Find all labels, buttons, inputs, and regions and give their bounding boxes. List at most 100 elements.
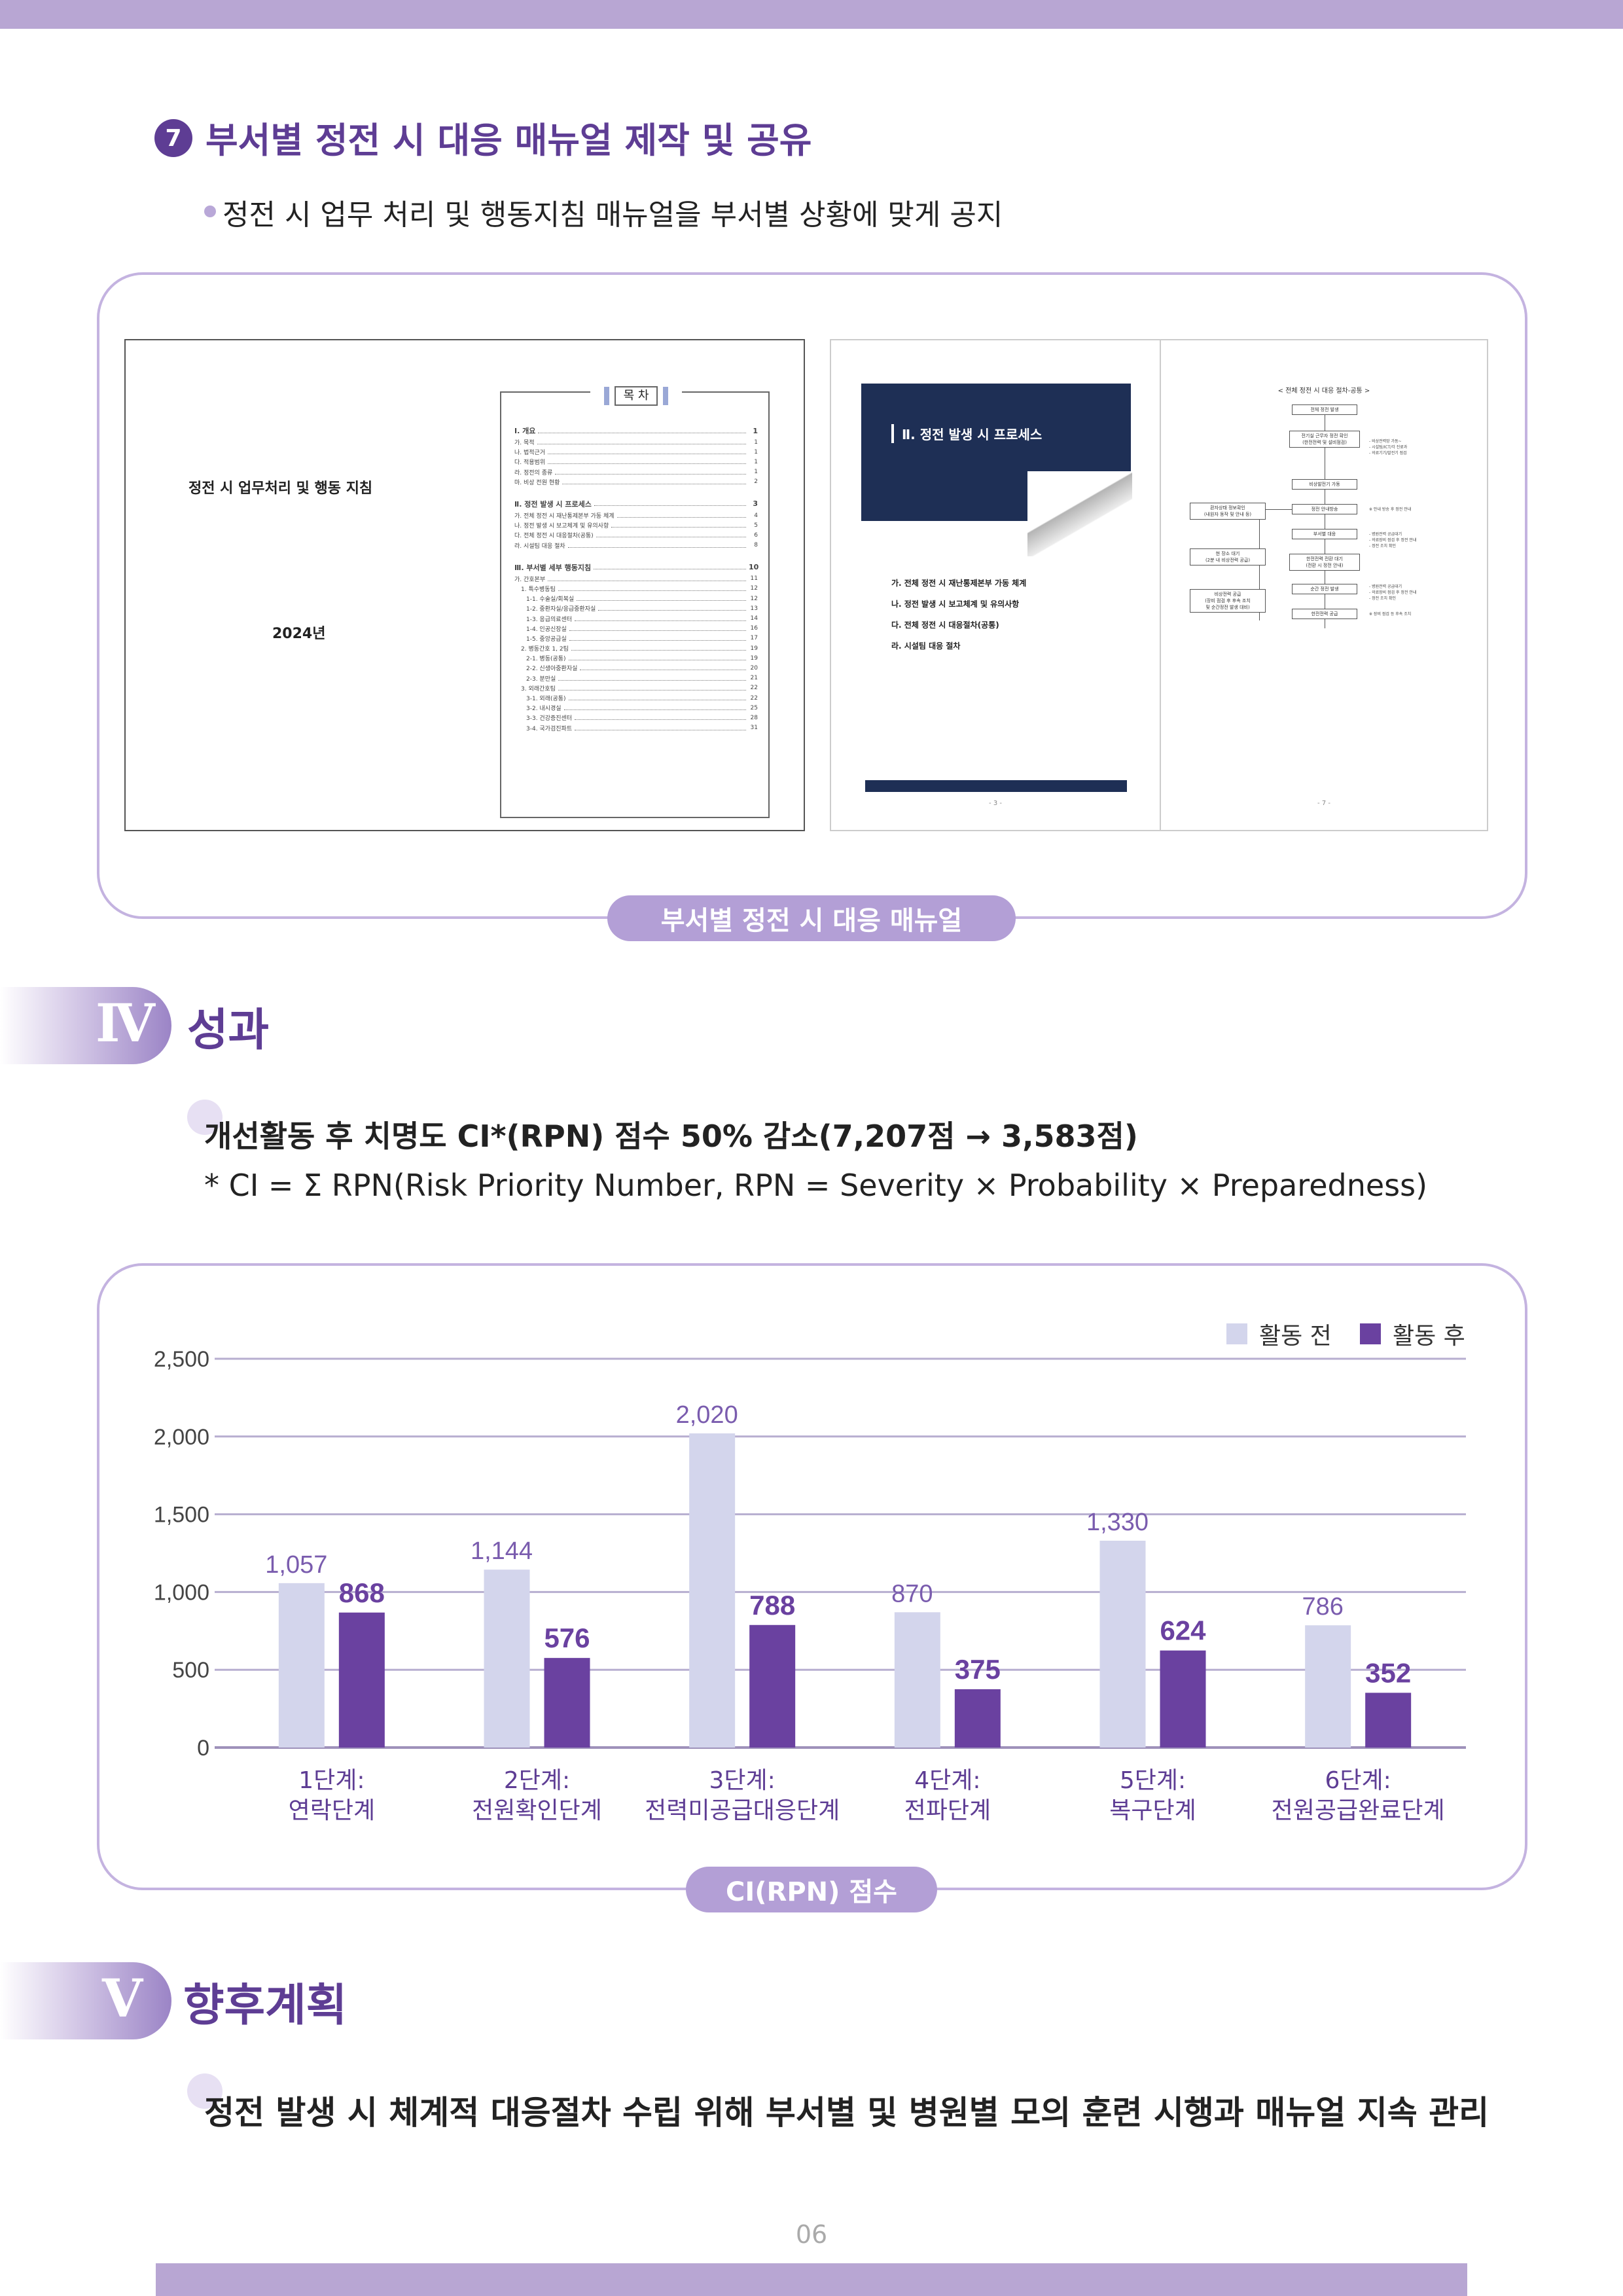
x-tick-label: 복구단계 [1109, 1797, 1196, 1824]
toc-entry-text: 다. 전체 정전 시 대응절차(공통) [514, 533, 594, 540]
process-page-thumbnail: Ⅱ. 정전 발생 시 프로세스 가. 전체 정전 시 재난통제본부 가동 체계 … [830, 339, 1161, 831]
result-footnote: * CI = Σ RPN(Risk Priority Number, RPN =… [204, 1168, 1428, 1203]
flow-connector [1259, 509, 1311, 510]
toc-leader-dots [598, 606, 746, 611]
toc-entry: 라. 시설팀 대응 절차 8 [514, 541, 758, 550]
page-fold-decor [1027, 471, 1132, 556]
top-decor-bar [0, 0, 1623, 29]
toc-entry: 1-5. 중앙공급실 17 [514, 634, 758, 643]
toc-entry-text: 2. 병동간호 1, 2팀 [521, 646, 569, 653]
toc-entry-text: 3-3. 건강증진센터 [526, 715, 573, 723]
toc-leader-dots [548, 459, 746, 465]
toc-entry-text: 1-1. 수술실/회복실 [526, 596, 575, 603]
toc-entry: 나. 법적근거 1 [514, 447, 758, 457]
toc-entry: 1. 특수병동팀 12 [514, 584, 758, 594]
toc-leader-dots [575, 617, 746, 621]
toc-entry-text: 1-5. 중앙공급실 [526, 636, 567, 643]
legend-item-before: 활동 전 [1226, 1317, 1332, 1351]
toc-entry: 3-2. 내시경실 25 [514, 703, 758, 713]
y-tick-label: 1,000 [154, 1580, 209, 1605]
toc-entry: 가. 목적 1 [514, 437, 758, 447]
future-plan-text: 정전 발생 시 체계적 대응절차 수립 위해 부서별 및 병원별 모의 훈련 시… [204, 2094, 1489, 2132]
manual-caption-pill: 부서별 정전 시 대응 매뉴얼 [607, 895, 1016, 941]
section5-title: 향후계획 [183, 1980, 348, 2032]
toc-entry: 1-2. 중환자실/응급중환자실 13 [514, 603, 758, 613]
toc-entry: 다. 전체 정전 시 대응절차(공통) 6 [514, 530, 758, 540]
section4-numeral: Ⅳ [96, 992, 155, 1054]
data-label-before: 1,330 [1086, 1509, 1149, 1536]
data-label-before: 2,020 [676, 1401, 738, 1429]
toc-entry-text: 가. 전체 정전 시 재난통제본부 가동 체계 [514, 513, 615, 520]
chart-caption-pill: CI(RPN) 점수 [686, 1867, 937, 1912]
flow-box: 한전전력 전환 대기 (전환 시 정전 안내) [1289, 554, 1360, 571]
bar-before [484, 1570, 530, 1748]
toc-entry-page: 20 [750, 664, 758, 672]
bar-after [1365, 1693, 1412, 1748]
toc-entry: 2-2. 신생아중환자실 20 [514, 663, 758, 673]
toc-entry-page: 6 [754, 531, 758, 539]
toc-leader-dots [569, 636, 746, 641]
data-label-after: 576 [544, 1623, 590, 1653]
toc-entry-text: 2-1. 병동(공통) [526, 656, 566, 663]
toc-entry-text: 마. 비상 전원 현황 [514, 479, 560, 486]
x-tick-label: 전력미공급대응단계 [645, 1797, 840, 1824]
toc-entry-page: 1 [753, 426, 758, 435]
legend-swatch-after [1360, 1323, 1381, 1344]
x-tick-label: 전원공급완료단계 [1272, 1797, 1445, 1824]
section5-tab [0, 1962, 171, 2039]
toc-leader-dots [611, 523, 746, 528]
flow-box: 비상발전기 가동 [1292, 479, 1357, 490]
toc-entry-text: 3-2. 내시경실 [526, 706, 562, 713]
y-tick-label: 2,000 [154, 1425, 209, 1450]
data-label-before: 1,144 [471, 1537, 533, 1565]
section7-bullet-text: 정전 시 업무 처리 및 행동지침 매뉴얼을 부서별 상황에 맞게 공지 [223, 198, 1003, 232]
toc-leader-dots [558, 686, 746, 691]
toc-leader-dots [594, 501, 746, 507]
bar-after [338, 1612, 385, 1748]
toc-entry-page: 1 [754, 458, 758, 465]
flow-box: 전체 정전 발생 [1292, 404, 1357, 415]
section-number-badge: 7 [154, 119, 192, 157]
toc-entry: 1-1. 수술실/회복실 12 [514, 594, 758, 603]
toc-entry: 마. 비상 전원 현황 2 [514, 477, 758, 487]
toc-entry-text: 가. 간호본부 [514, 576, 546, 583]
flow-box: 한전전력 공급 [1292, 609, 1357, 619]
toc-entry-page: 25 [750, 704, 758, 711]
table-of-contents: 목 차 Ⅰ. 개요 1 가. 목적 1 나. 법적근거 1 다. 적용범위 1 라. 정전의 종… [500, 385, 770, 818]
toc-heading: 목 차 [614, 386, 658, 406]
toc-leader-dots [538, 429, 746, 433]
toc-leader-dots [616, 513, 746, 518]
flow-note: ※ 안내 방송 후 정전 안내 [1369, 507, 1412, 512]
toc-entry: 3-1. 외래(공통) 22 [514, 693, 758, 703]
toc-entry-text: 1-3. 응급의료센터 [526, 616, 573, 623]
toc-entry-text: 2-3. 분만실 [526, 675, 556, 683]
data-label-after: 624 [1160, 1615, 1206, 1646]
toc-entry-page: 1 [754, 439, 758, 446]
toc-entry-page: 16 [750, 625, 758, 632]
toc-entry: 2-1. 병동(공통) 19 [514, 653, 758, 663]
toc-entry-page: 10 [749, 563, 759, 572]
toc-leader-dots [580, 666, 746, 671]
x-tick-label: 연락단계 [289, 1797, 375, 1824]
manual-cover-title: 정전 시 업무처리 및 행동 지침 [188, 480, 373, 497]
toc-entry-page: 8 [754, 542, 758, 549]
flow-note: - 병원전력 공급대기 - 의료장비 점검 후 정전 안내 - 정전 조치 확인 [1369, 532, 1417, 548]
toc-leader-dots [567, 543, 746, 548]
toc-leader-dots [558, 586, 746, 591]
toc-entry-page: 1 [754, 448, 758, 456]
toc-entry-text: 3-1. 외래(공통) [526, 696, 566, 703]
toc-entry-text: 2-2. 신생아중환자실 [526, 666, 578, 673]
toc-entry-text: 라. 정전의 종류 [514, 469, 553, 476]
toc-entry-page: 22 [750, 694, 758, 702]
x-tick-label: 전파단계 [904, 1797, 991, 1824]
flow-note: ※ 장비 점검 등 후속 조치 [1369, 612, 1412, 617]
section4-tab [0, 987, 171, 1064]
bullet-dot [187, 1100, 223, 1135]
toc-leader-dots [562, 480, 746, 484]
data-label-after: 375 [955, 1654, 1001, 1685]
bar-after [954, 1689, 1001, 1748]
toc-entry-page: 5 [754, 522, 758, 529]
bar-before [1305, 1625, 1351, 1748]
toc-entry-text: 1-4. 인공신장실 [526, 626, 567, 633]
toc-leader-dots [563, 706, 746, 711]
